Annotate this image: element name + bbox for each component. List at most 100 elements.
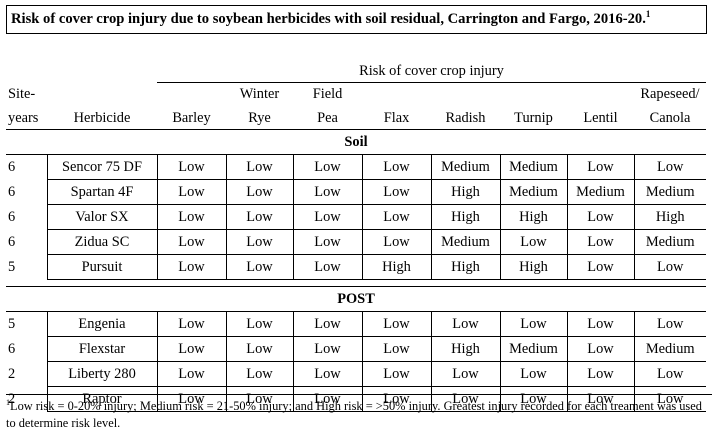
herbicide-cell: Pursuit <box>46 254 158 280</box>
risk-cell: Low <box>361 204 432 230</box>
risk-cell: Low <box>292 336 363 362</box>
risk-cell: High <box>499 204 568 230</box>
risk-cell: Low <box>430 386 501 412</box>
crop-header-line1: Winter <box>239 86 280 102</box>
risk-cell: Low <box>361 154 432 180</box>
header-row-1: Site- Winter Field Rapeseed/ <box>6 83 706 104</box>
risk-cell: Low <box>292 361 363 387</box>
section-label: Soil <box>6 129 706 155</box>
risk-cell: Low <box>156 311 227 337</box>
crop-header-line2: Pea <box>293 103 362 130</box>
risk-cell: Medium <box>633 336 706 362</box>
risk-cell: Low <box>499 229 568 255</box>
risk-cell: High <box>430 179 501 205</box>
herbicide-cell: Spartan 4F <box>46 179 158 205</box>
risk-cell: Medium <box>430 229 501 255</box>
table-row: 6 Valor SX Low Low Low Low High High Low High <box>6 204 706 230</box>
herbicide-cell: Flexstar <box>46 336 158 362</box>
herbicide-cell: Liberty 280 <box>46 361 158 387</box>
risk-cell: High <box>361 254 432 280</box>
risk-cell: Low <box>225 154 294 180</box>
risk-cell: Medium <box>499 154 568 180</box>
table-row: 5 Pursuit Low Low Low High High High Low Low <box>6 254 706 280</box>
risk-cell: Low <box>499 311 568 337</box>
risk-cell: Medium <box>499 336 568 362</box>
risk-cell: Medium <box>566 179 635 205</box>
herbicide-cell: Sencor 75 DF <box>46 154 158 180</box>
risk-cell: High <box>499 254 568 280</box>
site-years-cell: 5 <box>8 258 16 275</box>
risk-cell: Low <box>156 254 227 280</box>
site-years-header-line2: years <box>6 103 47 130</box>
risk-cell: Low <box>156 204 227 230</box>
site-years-cell: 6 <box>8 340 16 357</box>
crop-header-line1: Field <box>312 86 343 102</box>
herbicide-header: Herbicide <box>47 103 157 130</box>
crop-header-line2: Turnip <box>500 103 567 130</box>
risk-cell: Low <box>566 361 635 387</box>
title-footnote-marker: 1 <box>645 9 651 19</box>
risk-cell: Low <box>156 154 227 180</box>
crop-header-line2: Radish <box>431 103 500 130</box>
risk-cell: Low <box>225 311 294 337</box>
risk-cell: Low <box>292 229 363 255</box>
header-span-row: Risk of cover crop injury <box>6 60 706 83</box>
risk-cell: Low <box>633 254 706 280</box>
site-years-cell: 6 <box>8 158 16 175</box>
risk-cell: High <box>633 204 706 230</box>
risk-cell: Low <box>430 361 501 387</box>
table-row: 6 Zidua SC Low Low Low Low Medium Low Low Medium <box>6 229 706 255</box>
herbicide-cell: Valor SX <box>46 204 158 230</box>
section-label: POST <box>6 286 706 312</box>
site-years-header-line1: Site- <box>8 86 36 102</box>
risk-cell: High <box>430 254 501 280</box>
site-years-cell: 2 <box>8 390 16 407</box>
crop-header-line2: Canola <box>634 103 706 130</box>
risk-cell: Low <box>633 386 706 412</box>
table-row: 5 Engenia Low Low Low Low Low Low Low Low <box>6 311 706 337</box>
risk-cell: Low <box>292 179 363 205</box>
herbicide-cell: Engenia <box>46 311 158 337</box>
site-years-cell: 6 <box>8 183 16 200</box>
risk-cell: Low <box>361 179 432 205</box>
site-years-cell: 6 <box>8 208 16 225</box>
crop-header-line1: Rapeseed/ <box>640 86 700 102</box>
risk-cell: Low <box>499 361 568 387</box>
risk-cell: Low <box>292 154 363 180</box>
risk-cell: Low <box>361 229 432 255</box>
risk-cell: Medium <box>499 179 568 205</box>
risk-cell: Low <box>156 229 227 255</box>
table-title: Risk of cover crop injury due to soybean… <box>6 5 707 34</box>
risk-cell: Low <box>633 154 706 180</box>
risk-cell: Low <box>225 336 294 362</box>
risk-cell: Low <box>225 204 294 230</box>
risk-cell: Low <box>633 361 706 387</box>
section-header-row: Soil <box>6 129 706 155</box>
risk-cell: Low <box>225 229 294 255</box>
risk-cell: Low <box>225 179 294 205</box>
risk-span-header: Risk of cover crop injury <box>157 60 706 83</box>
risk-cell: Low <box>156 336 227 362</box>
risk-cell: Low <box>566 254 635 280</box>
risk-cell: Low <box>156 179 227 205</box>
risk-cell: Medium <box>633 229 706 255</box>
site-years-cell: 5 <box>8 315 16 332</box>
title-text: Risk of cover crop injury due to soybean… <box>11 11 646 27</box>
crop-header-line1 <box>362 83 431 104</box>
risk-cell: Low <box>633 311 706 337</box>
risk-cell: Low <box>566 311 635 337</box>
risk-cell: Low <box>361 311 432 337</box>
risk-cell: Low <box>292 204 363 230</box>
footnote-marker: 1 <box>6 398 10 407</box>
header-row-2: years Herbicide Barley Rye Pea Flax Radi… <box>6 103 706 130</box>
risk-cell: Medium <box>430 154 501 180</box>
risk-cell: Low <box>566 229 635 255</box>
risk-cell: Medium <box>633 179 706 205</box>
risk-cell: Low <box>566 204 635 230</box>
herbicide-cell: Zidua SC <box>46 229 158 255</box>
table-row: 2 Liberty 280 Low Low Low Low Low Low Low Low <box>6 361 706 387</box>
risk-cell: Low <box>292 311 363 337</box>
risk-cell: Low <box>430 311 501 337</box>
crop-header-line2: Rye <box>226 103 293 130</box>
risk-cell: High <box>430 336 501 362</box>
